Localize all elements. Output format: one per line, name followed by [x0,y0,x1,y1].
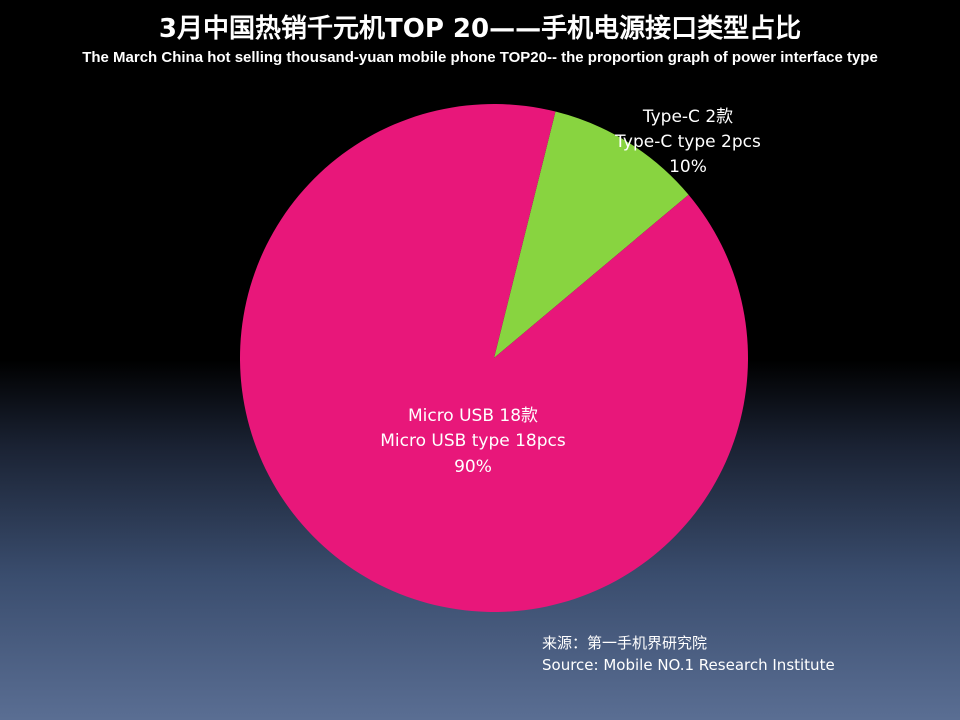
microusb-label-line1: Micro USB 18款 [408,406,538,426]
typec-label-line3: 10% [669,157,707,177]
pie-slice-type-c [494,111,689,358]
source-line-en: Source: Mobile NO.1 Research Institute [542,656,835,674]
microusb-label-line2: Micro USB type 18pcs [380,431,566,451]
chart-subtitle: The March China hot selling thousand-yua… [82,49,878,66]
typec-label-line2: Type-C type 2pcs [614,132,761,152]
source-line-cn: 来源：第一手机界研究院 [542,634,708,652]
microusb-label-line3: 90% [454,457,492,477]
typec-label-line1: Type-C 2款 [642,107,733,127]
chart-title: 3月中国热销千元机TOP 20——手机电源接口类型占比 [158,14,802,44]
source-note: 来源：第一手机界研究院 Source: Mobile NO.1 Research… [542,632,835,676]
pie-slices [240,103,749,612]
pie-slice-micro-usb [240,103,749,612]
